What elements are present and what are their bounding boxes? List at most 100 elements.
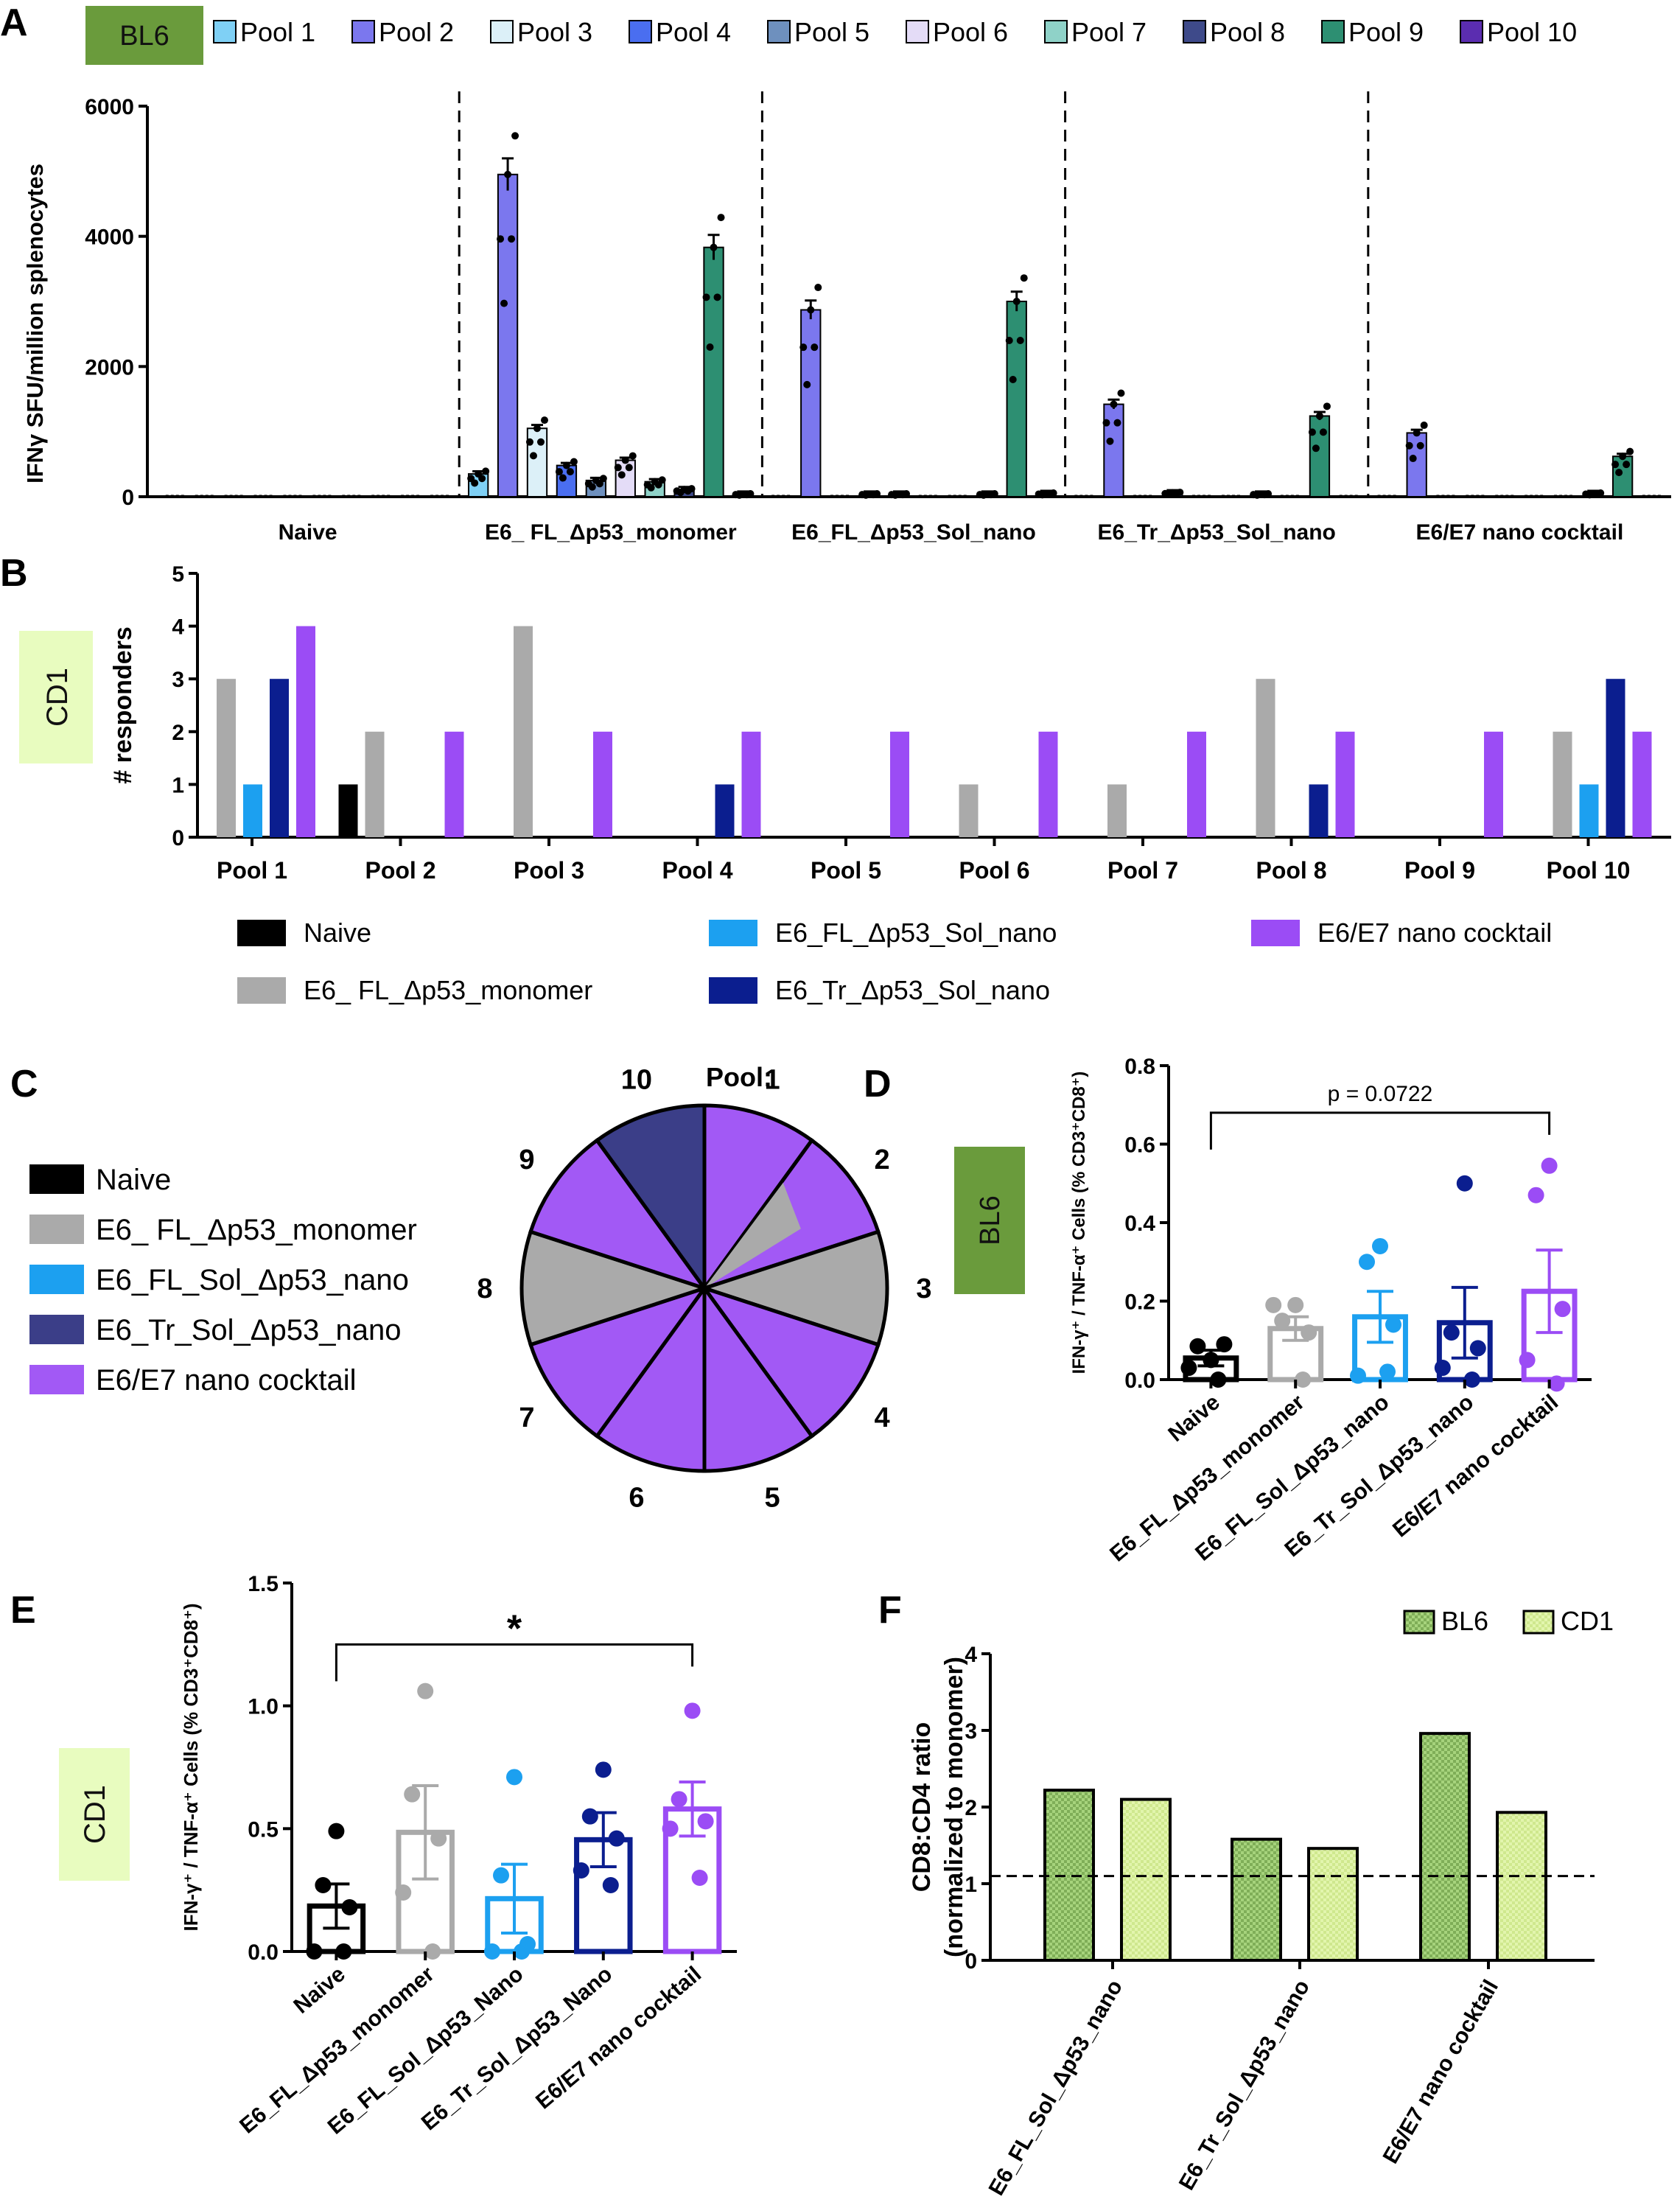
strain-badge-e-bg bbox=[59, 1748, 130, 1881]
c-legend-label: E6/E7 nano cocktail bbox=[96, 1364, 357, 1397]
a-legend-label: Pool 4 bbox=[656, 17, 731, 47]
b-x-tick-label: Pool 10 bbox=[1547, 857, 1631, 884]
b-bar bbox=[1187, 731, 1206, 837]
a-data-point bbox=[555, 468, 563, 476]
c-pie-pool-label: 3 bbox=[916, 1273, 931, 1304]
a-data-point bbox=[1264, 490, 1273, 498]
d-data-point bbox=[1359, 1254, 1375, 1271]
d-y-axis-label: IFN-γ⁺ / TNF-α⁺ Cells (% CD3⁺CD8⁺) bbox=[1069, 1072, 1089, 1374]
a-data-point bbox=[803, 380, 811, 388]
strain-badge-d: BL6 bbox=[975, 1195, 1006, 1245]
d-data-point bbox=[1469, 1340, 1486, 1357]
a-data-point bbox=[525, 438, 533, 446]
e-data-point bbox=[662, 1820, 679, 1837]
b-bar bbox=[1256, 679, 1275, 837]
a-data-point bbox=[559, 474, 567, 482]
a-data-point bbox=[811, 343, 819, 352]
c-pie-pool-label: 7 bbox=[519, 1402, 534, 1433]
a-data-point bbox=[508, 235, 516, 243]
b-bar bbox=[338, 784, 358, 837]
d-data-point bbox=[1265, 1296, 1282, 1313]
b-bar bbox=[741, 731, 761, 837]
c-legend-swatch bbox=[29, 1265, 84, 1294]
a-bar bbox=[800, 309, 822, 497]
a-data-point bbox=[1102, 419, 1110, 427]
a-data-point bbox=[746, 490, 755, 498]
a-legend-swatch bbox=[490, 20, 514, 43]
a-data-point bbox=[713, 293, 721, 301]
e-data-point bbox=[573, 1862, 589, 1879]
a-data-point bbox=[807, 306, 815, 314]
a-data-point bbox=[1117, 389, 1125, 397]
a-data-point bbox=[1176, 489, 1184, 497]
a-data-point bbox=[533, 424, 541, 433]
strain-badge-a-bg bbox=[85, 6, 203, 65]
a-data-point bbox=[1315, 412, 1323, 420]
b-bar bbox=[1038, 731, 1058, 837]
b-legend-label: E6_FL_Δp53_Sol_nano bbox=[775, 918, 1057, 948]
c-pie-pool-label: 2 bbox=[875, 1145, 890, 1175]
a-legend-swatch bbox=[906, 20, 929, 43]
c-pie-pool-label: 9 bbox=[519, 1145, 534, 1175]
b-bar bbox=[365, 731, 385, 837]
a-data-point bbox=[629, 452, 637, 460]
f-legend-label: CD1 bbox=[1561, 1606, 1614, 1636]
a-data-point bbox=[1319, 428, 1327, 436]
c-legend-swatch bbox=[29, 1215, 84, 1244]
d-data-point bbox=[1180, 1360, 1197, 1377]
a-legend-swatch bbox=[1460, 20, 1483, 43]
e-data-point bbox=[335, 1943, 352, 1960]
a-data-point bbox=[614, 464, 622, 472]
b-bar bbox=[890, 731, 909, 837]
f-y-tick-label: 1 bbox=[965, 1873, 977, 1897]
a-data-point bbox=[570, 458, 578, 466]
b-legend-label: E6_Tr_Δp53_Sol_nano bbox=[775, 975, 1050, 1005]
d-data-point bbox=[1385, 1316, 1401, 1333]
a-legend-swatch bbox=[1044, 20, 1068, 43]
b-bar bbox=[1335, 731, 1355, 837]
d-data-point bbox=[1295, 1371, 1312, 1388]
e-data-point bbox=[484, 1943, 500, 1960]
a-data-point bbox=[504, 170, 512, 178]
b-bar bbox=[296, 626, 315, 837]
e-data-point bbox=[493, 1867, 509, 1884]
a-data-point bbox=[706, 343, 714, 352]
a-bar bbox=[497, 173, 519, 497]
e-y-axis-label: IFN-γ⁺ / TNF-α⁺ Cells (% CD3⁺CD8⁺) bbox=[180, 1603, 202, 1931]
e-data-point bbox=[341, 1899, 358, 1915]
a-data-point bbox=[799, 343, 808, 352]
e-data-point bbox=[602, 1877, 619, 1893]
d-data-point bbox=[1301, 1324, 1317, 1341]
a-data-point bbox=[1113, 419, 1121, 427]
a-bar bbox=[1006, 301, 1027, 497]
b-bar bbox=[1553, 731, 1572, 837]
c-pie-pool-label: 10 bbox=[621, 1065, 652, 1096]
c-pie-slice bbox=[698, 1229, 889, 1347]
c-pie-slice bbox=[528, 1285, 710, 1439]
a-data-point bbox=[625, 464, 633, 472]
d-data-point bbox=[1548, 1375, 1565, 1392]
b-legend-label: E6_ FL_Δp53_monomer bbox=[304, 975, 592, 1005]
a-data-point bbox=[702, 293, 710, 301]
a-data-point bbox=[1049, 489, 1057, 497]
f-y-axis-label-2: (normalized to monomer) bbox=[940, 1657, 968, 1957]
a-legend-swatch bbox=[1321, 20, 1345, 43]
a-data-point bbox=[540, 416, 548, 424]
b-y-tick-label: 0 bbox=[172, 826, 184, 850]
c-pie-slice bbox=[519, 1229, 711, 1347]
d-data-point bbox=[1189, 1338, 1206, 1355]
e-data-point bbox=[395, 1884, 412, 1901]
a-data-point bbox=[1020, 274, 1028, 282]
f-y-tick-label: 4 bbox=[965, 1643, 977, 1667]
a-data-point bbox=[497, 235, 505, 243]
e-data-point bbox=[684, 1702, 701, 1719]
panel-letter-d: D bbox=[864, 1063, 892, 1105]
d-x-tick-label: E6/E7 nano cocktail bbox=[1388, 1390, 1563, 1542]
e-data-point bbox=[424, 1943, 441, 1960]
e-data-point bbox=[430, 1830, 447, 1847]
c-legend-label: E6_Tr_Sol_Δp53_nano bbox=[96, 1314, 401, 1346]
d-data-point bbox=[1379, 1363, 1396, 1380]
a-group-label: E6_ FL_Δp53_monomer bbox=[485, 520, 737, 545]
e-data-point bbox=[315, 1877, 332, 1893]
panel-c: Naive E6_ FL_Δp53_monomer E6_FL_Sol_Δp53_n… bbox=[29, 1065, 932, 1513]
